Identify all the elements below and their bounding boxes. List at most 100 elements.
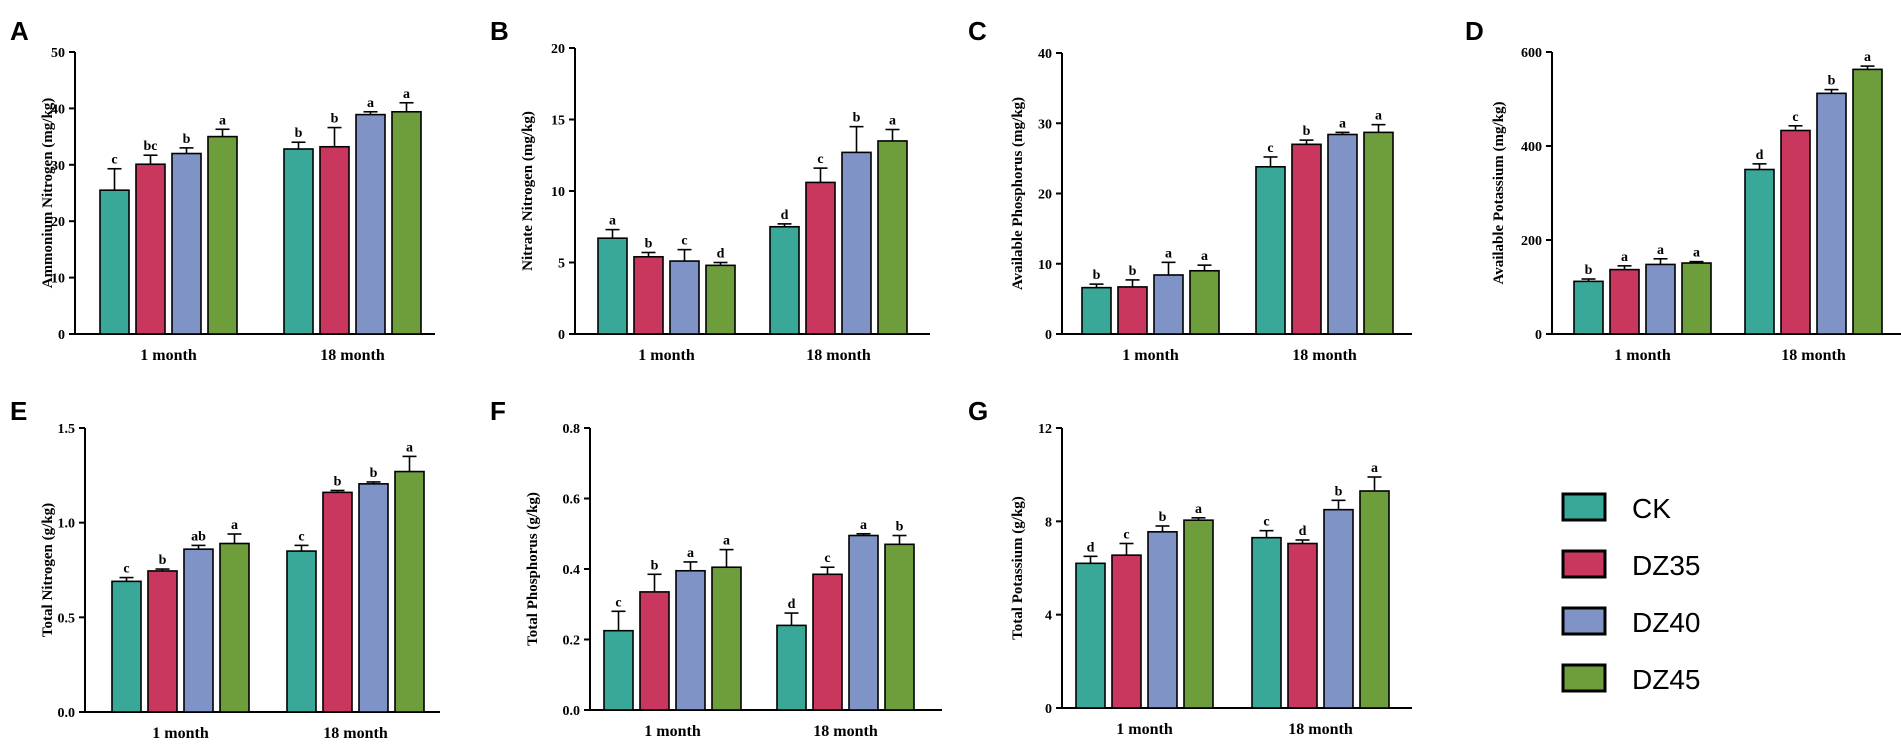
bar-dz35-18-month	[1287, 542, 1318, 709]
panel-c: C 0 10 20 30 40 Available Phosphorus (mg/kg) b b…	[968, 16, 1412, 364]
significance-letter: b	[651, 558, 659, 573]
significance-letter: d	[1087, 540, 1095, 555]
x-tick-label: 18 month	[320, 347, 385, 364]
significance-letter: a	[1693, 246, 1700, 261]
significance-letter: a	[1201, 249, 1208, 264]
y-tick-label: 10	[1038, 258, 1052, 273]
bar-dz35-18-month	[1780, 129, 1811, 335]
significance-letter: a	[367, 96, 374, 111]
y-axis-label: Available Phosphorus (mg/kg)	[1010, 97, 1026, 290]
y-tick-label: 0.6	[563, 493, 581, 508]
significance-letter: b	[645, 236, 653, 251]
y-tick-label: 50	[51, 46, 65, 61]
significance-letter: b	[183, 132, 191, 147]
significance-letter: c	[1792, 110, 1798, 125]
x-tick-label: 18 month	[1292, 347, 1357, 364]
significance-letter: a	[403, 87, 410, 102]
x-tick-label: 1 month	[1116, 721, 1173, 738]
panel-letter: E	[10, 396, 27, 426]
bar-ck-18-month	[769, 225, 800, 335]
y-tick-label: 200	[1521, 234, 1542, 249]
bar-dz40-1-month	[1147, 531, 1178, 709]
y-tick-label: 0	[58, 328, 65, 343]
bar-ck-1-month	[111, 580, 142, 713]
bar-dz45-18-month	[884, 543, 915, 711]
bar-dz35-18-month	[1291, 143, 1322, 335]
significance-letter: b	[331, 112, 339, 127]
bar-dz40-1-month	[1153, 274, 1184, 335]
panel-letter: B	[490, 16, 509, 46]
significance-letter: c	[824, 551, 830, 566]
y-tick-label: 4	[1045, 609, 1052, 624]
bar-dz45-1-month	[219, 542, 250, 713]
panel-a: A 0 10 20 30 40 50 Ammonium Nitrogen (mg/kg) c bc…	[10, 16, 435, 364]
bar-dz40-1-month	[675, 569, 706, 711]
y-tick-label: 15	[551, 114, 565, 129]
y-axis-label: Ammonium Nitrogen (mg/kg)	[40, 98, 56, 289]
bar-dz35-1-month	[147, 570, 178, 713]
significance-letter: a	[1165, 246, 1172, 261]
y-tick-label: 0.0	[58, 706, 76, 721]
significance-letter: b	[1828, 74, 1836, 89]
significance-letter: b	[159, 553, 167, 568]
panel-f: F 0.0 0.2 0.4 0.6 0.8 Total Phosphorus (g/kg) c…	[490, 396, 942, 740]
panel-g: G 0 4 8 12 Total Potassium (g/kg) d c b a 1 month c…	[968, 396, 1412, 738]
bar-dz40-18-month	[1327, 133, 1358, 335]
y-tick-label: 0.5	[58, 611, 76, 626]
y-tick-label: 0	[1535, 328, 1542, 343]
x-tick-label: 18 month	[323, 725, 388, 742]
bar-dz35-1-month	[639, 591, 670, 711]
bar-ck-18-month	[1255, 166, 1286, 335]
significance-letter: c	[1267, 141, 1273, 156]
bar-dz45-18-month	[1359, 490, 1390, 709]
y-tick-label: 10	[551, 185, 565, 200]
legend-label-dz40: DZ40	[1632, 607, 1700, 638]
significance-letter: a	[1864, 50, 1871, 65]
significance-letter: a	[609, 214, 616, 229]
significance-letter: a	[860, 518, 867, 533]
bar-dz35-1-month	[633, 255, 664, 335]
significance-letter: a	[231, 518, 238, 533]
y-axis-label: Total Phosphorus (g/kg)	[525, 492, 541, 646]
y-tick-label: 8	[1045, 515, 1052, 530]
legend-swatch-ck	[1561, 492, 1607, 522]
y-axis-label: Available Potassium (mg/kg)	[1491, 101, 1507, 284]
bar-dz45-1-month	[1189, 269, 1220, 335]
legend: CK DZ35 DZ40 DZ45	[1561, 492, 1700, 695]
legend-label-dz45: DZ45	[1632, 664, 1700, 695]
bar-dz35-1-month	[1111, 554, 1142, 709]
significance-letter: a	[1375, 109, 1382, 124]
y-tick-label: 0	[1045, 328, 1052, 343]
x-tick-label: 1 month	[1122, 347, 1179, 364]
bar-dz40-1-month	[171, 152, 202, 335]
y-tick-label: 40	[51, 102, 65, 117]
y-tick-label: 5	[558, 257, 565, 272]
bar-dz45-1-month	[207, 135, 238, 335]
significance-letter: a	[723, 534, 730, 549]
bar-dz45-18-month	[391, 110, 422, 335]
significance-letter: b	[1129, 264, 1137, 279]
significance-letter: c	[615, 595, 621, 610]
bar-dz45-18-month	[1852, 68, 1883, 335]
y-tick-label: 10	[51, 272, 65, 287]
bar-ck-1-month	[99, 189, 130, 335]
bar-dz35-1-month	[1117, 286, 1148, 335]
significance-letter: ab	[191, 529, 206, 544]
panel-b: B 0 5 10 15 20 Nitrate Nitrogen (mg/kg) a b c d 1 m…	[490, 16, 930, 364]
significance-letter: c	[298, 529, 304, 544]
x-tick-label: 18 month	[1288, 721, 1353, 738]
bar-dz40-1-month	[1645, 263, 1676, 335]
significance-letter: c	[123, 562, 129, 577]
bar-dz40-18-month	[1816, 92, 1847, 335]
panel-letter: D	[1465, 16, 1484, 46]
bar-ck-1-month	[1573, 280, 1604, 335]
significance-letter: b	[370, 466, 378, 481]
x-tick-label: 1 month	[638, 347, 695, 364]
bar-dz45-18-month	[394, 470, 425, 713]
bar-ck-18-month	[1744, 168, 1775, 335]
panel-letter: A	[10, 16, 29, 46]
bar-dz40-18-month	[1323, 508, 1354, 709]
y-tick-label: 0.0	[563, 704, 581, 719]
